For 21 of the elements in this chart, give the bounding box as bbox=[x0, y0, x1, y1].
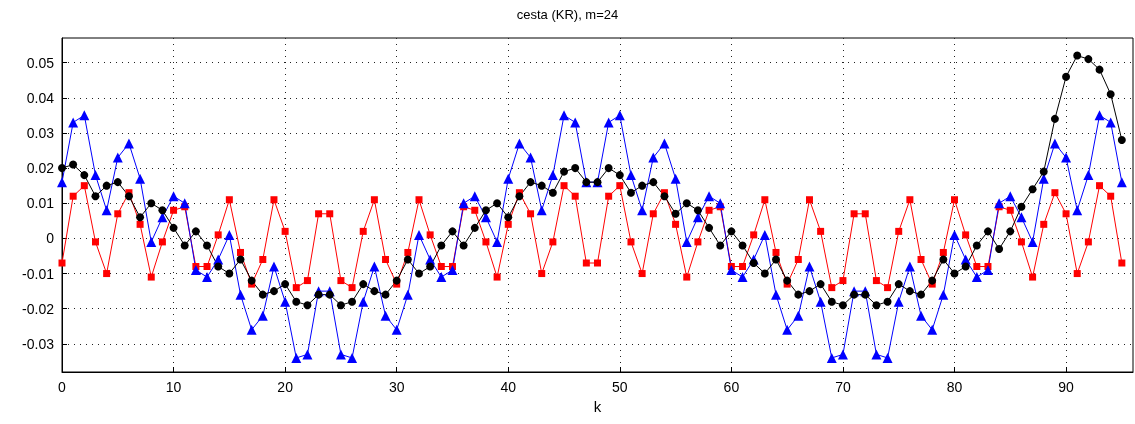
y-tick-label: 0.01 bbox=[26, 195, 55, 212]
x-axis-title: k bbox=[593, 397, 602, 415]
y-tick-label: -0.02 bbox=[22, 300, 55, 317]
y-tick-label: -0.01 bbox=[22, 265, 55, 282]
x-tick-label: 30 bbox=[388, 379, 405, 395]
y-tick-label: 0.03 bbox=[26, 124, 55, 141]
x-tick-label: 10 bbox=[165, 379, 182, 395]
x-tick-label: 70 bbox=[835, 379, 851, 395]
x-tick-label: 0 bbox=[58, 379, 67, 395]
y-tick-label: -0.03 bbox=[22, 335, 55, 352]
x-tick-label: 80 bbox=[946, 379, 963, 395]
x-tick-label: 20 bbox=[277, 379, 294, 395]
y-tick-label: 0 bbox=[46, 230, 55, 247]
x-tick-label: 90 bbox=[1058, 379, 1075, 395]
y-tick-label: 0.02 bbox=[26, 160, 55, 177]
x-tick-label: 60 bbox=[723, 379, 740, 395]
y-tick-label: 0.04 bbox=[26, 89, 55, 106]
x-tick-label: 50 bbox=[612, 379, 628, 395]
x-tick-label: 40 bbox=[500, 379, 517, 395]
y-tick-label: 0.05 bbox=[26, 54, 55, 71]
chart-title: cesta (KR), m=24 bbox=[516, 7, 619, 22]
